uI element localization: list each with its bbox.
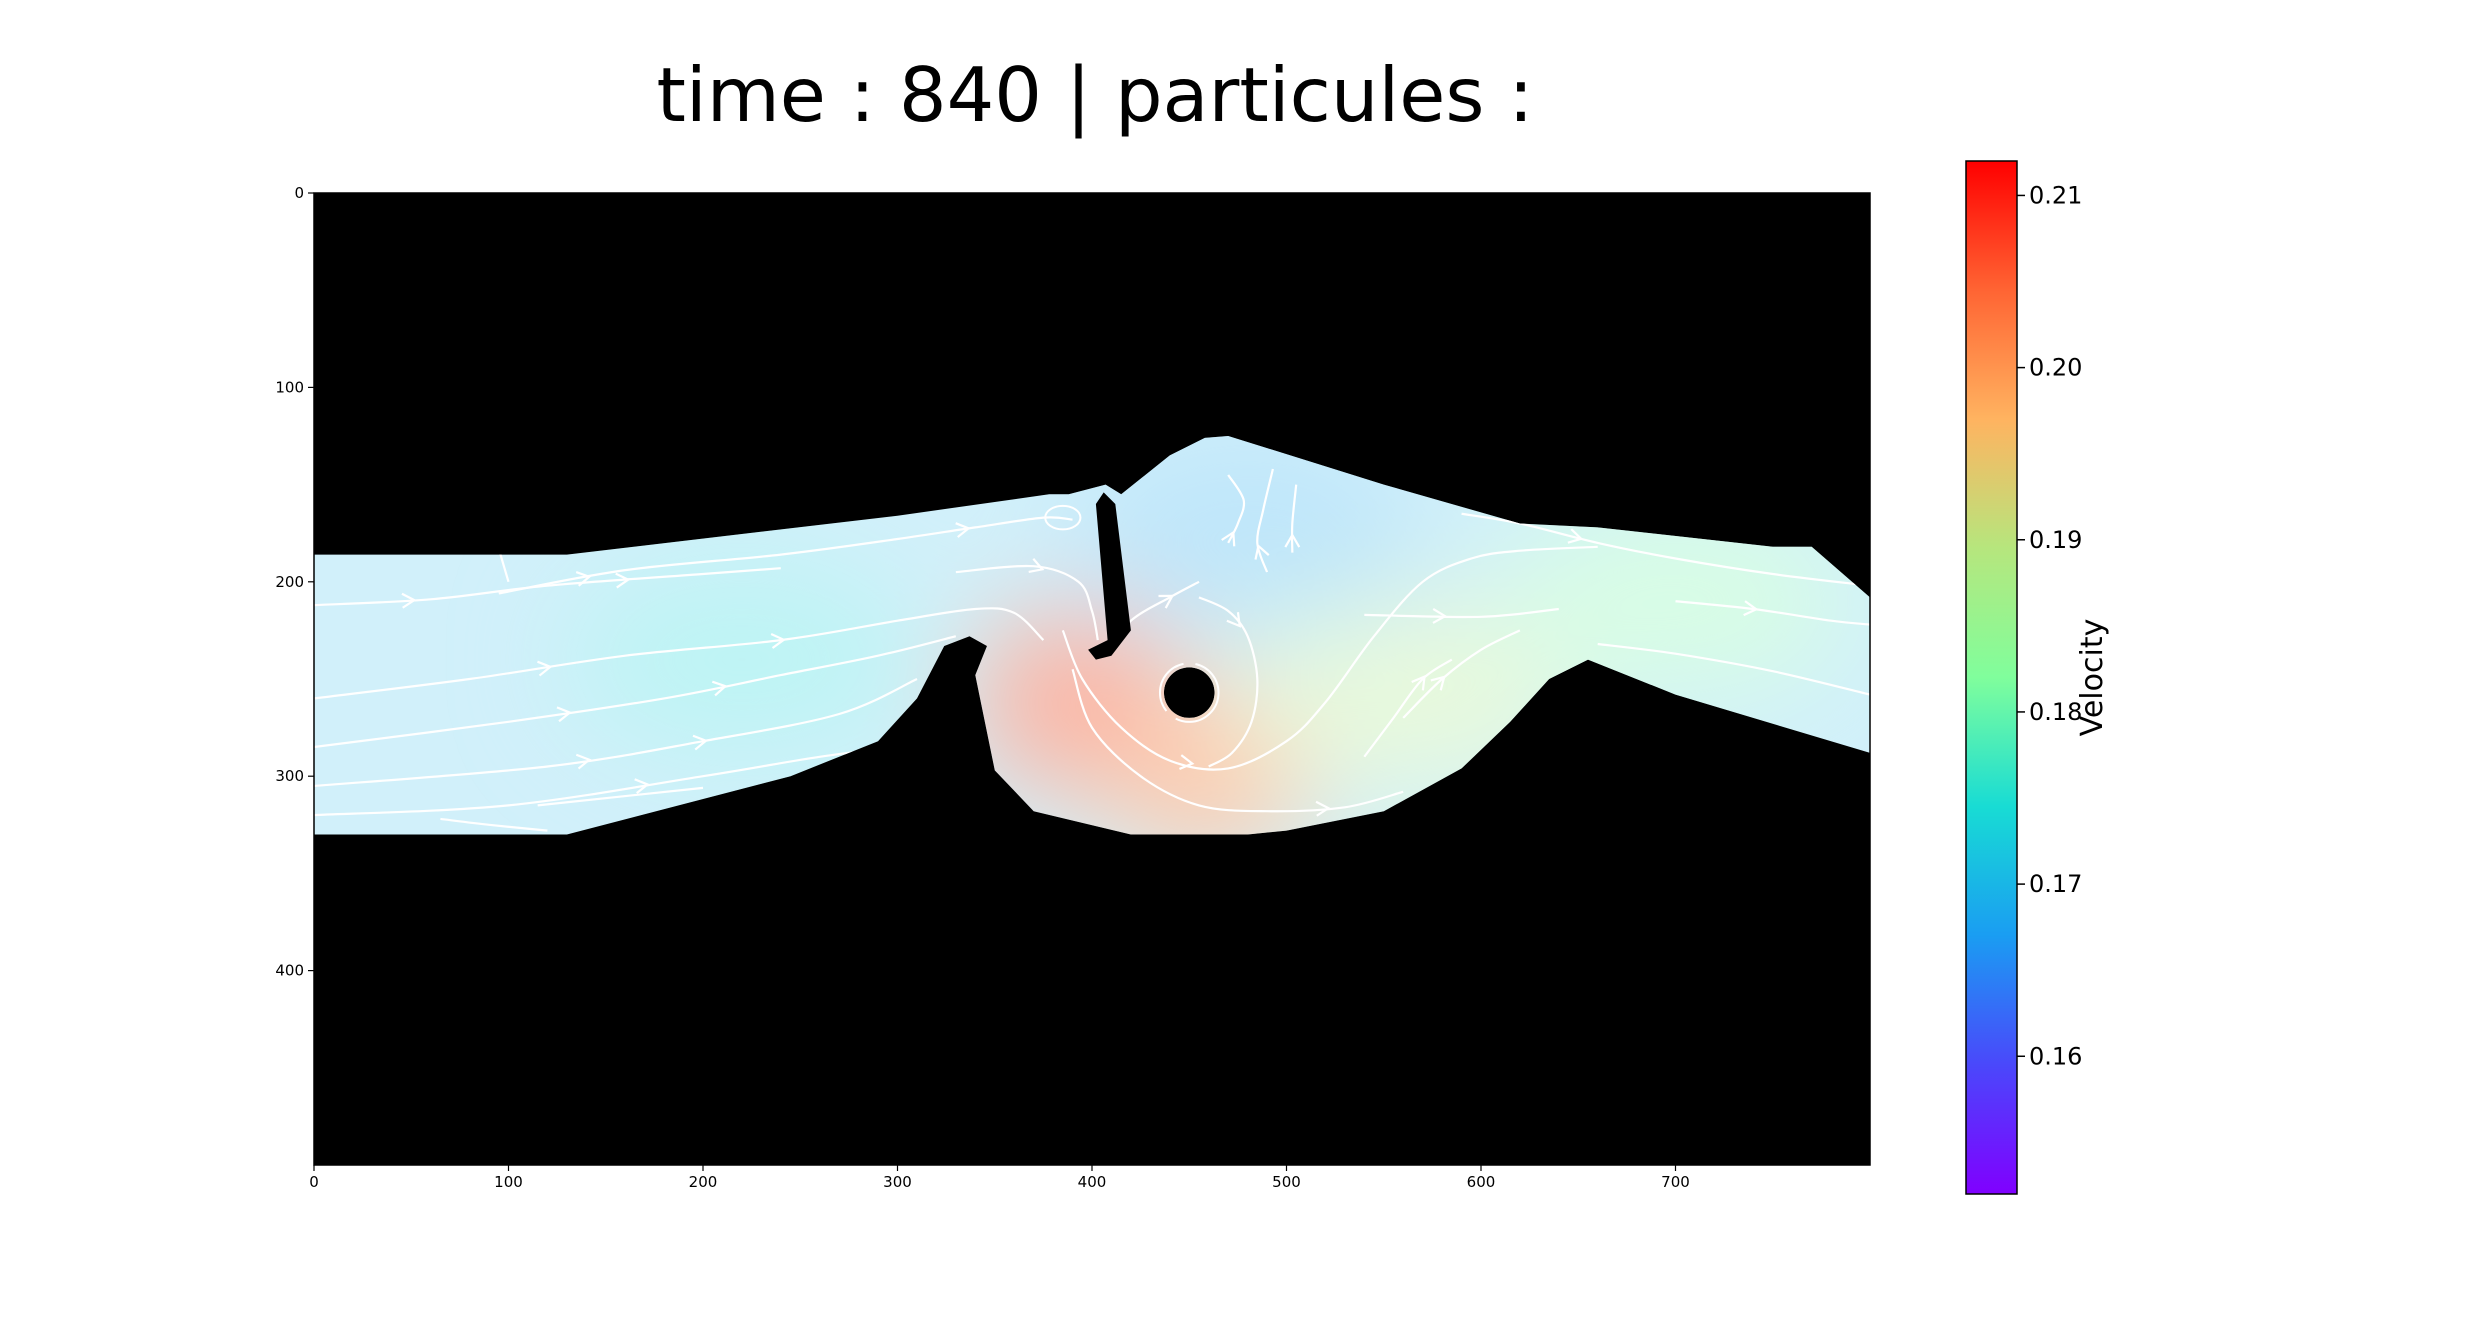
colorbar-label: Velocity	[2075, 619, 2110, 737]
streamline	[1071, 668, 1404, 813]
y-tick-label: 400	[275, 962, 304, 980]
y-tick-label: 0	[294, 184, 304, 202]
x-tick-label: 200	[689, 1173, 718, 1191]
streamline-arrow	[1432, 608, 1448, 624]
streamline-arrow	[1315, 800, 1331, 817]
x-tick-label: 100	[494, 1173, 523, 1191]
streamline-arrow	[1430, 675, 1446, 691]
axes: 0 100 200 300 400 500 600 700 0 100 200 300 400	[275, 184, 1871, 1191]
x-tick-label: 400	[1078, 1173, 1107, 1191]
x-tick-label: 300	[883, 1173, 912, 1191]
streamline-arrow	[1226, 612, 1242, 628]
streamline-arrow	[955, 522, 971, 538]
streamline-arrow	[1743, 600, 1759, 617]
velocity-hotspot	[1072, 436, 1423, 631]
eddy-streamline	[1158, 662, 1220, 723]
colorbar-tick-label: 0.21	[2029, 181, 2082, 209]
streamline-arrow	[575, 571, 592, 587]
x-tick-label: 0	[309, 1173, 319, 1191]
streamline-arrow	[1411, 674, 1426, 691]
chart-title: time : 840 | particules :	[656, 51, 1534, 139]
streamline	[1363, 658, 1453, 758]
streamline	[498, 516, 1073, 595]
streamline-arrow	[1179, 754, 1195, 770]
streamline	[1402, 629, 1521, 719]
eddy-streamline	[1044, 504, 1082, 531]
streamline	[440, 817, 548, 832]
streamline-arrow	[1284, 532, 1301, 548]
streamline-arrow	[770, 633, 786, 649]
colorbar-tick-label: 0.20	[2029, 354, 2082, 382]
streamline-arrow	[1158, 594, 1175, 609]
streamline	[955, 564, 1099, 641]
y-tick-label: 300	[275, 767, 304, 785]
streamline-arrow	[575, 753, 592, 770]
streamline	[314, 567, 781, 607]
velocity-hotspot	[566, 562, 917, 757]
streamline	[1597, 642, 1870, 696]
colorbar-tick-label: 0.16	[2029, 1042, 2082, 1070]
streamline	[1461, 512, 1870, 587]
streamline	[314, 677, 918, 788]
streamline-arrow	[692, 734, 709, 751]
streamline-arrow	[537, 660, 553, 677]
streamline	[314, 635, 957, 749]
x-tick-label: 700	[1661, 1173, 1690, 1191]
streamline-arrow	[1221, 530, 1236, 547]
streamline-arrow	[1028, 558, 1045, 574]
colorbar-tick-label: 0.19	[2029, 526, 2082, 554]
streamline	[1364, 607, 1559, 619]
streamline	[1290, 484, 1298, 553]
streamline	[1675, 600, 1870, 626]
x-tick-label: 600	[1467, 1173, 1496, 1191]
streamline	[1256, 468, 1274, 573]
streamline-arrow	[1567, 528, 1584, 544]
streamline	[314, 745, 898, 817]
streamline-arrow	[615, 572, 631, 589]
streamline-arrow	[1254, 543, 1270, 560]
y-tick-label: 200	[275, 573, 304, 591]
streamline-arrow	[556, 706, 573, 723]
colorbar: 0.16 0.17 0.18 0.19 0.20 0.21 Velocity	[1965, 160, 2110, 1195]
streamline	[1198, 596, 1259, 768]
baffle-obstacle	[1088, 492, 1131, 660]
colorbar-tick-label: 0.17	[2029, 870, 2082, 898]
streamline-arrow	[711, 680, 728, 697]
colorbar-tick-label: 0.18	[2029, 698, 2082, 726]
y-tick-label: 100	[275, 378, 304, 396]
colorbar-gradient	[1965, 160, 2018, 1195]
streamline	[537, 786, 704, 807]
streamline	[314, 607, 1045, 700]
streamline-arrow	[634, 778, 650, 795]
x-tick-label: 500	[1272, 1173, 1301, 1191]
streamline-arrow	[401, 592, 417, 609]
streamline	[1061, 545, 1598, 771]
